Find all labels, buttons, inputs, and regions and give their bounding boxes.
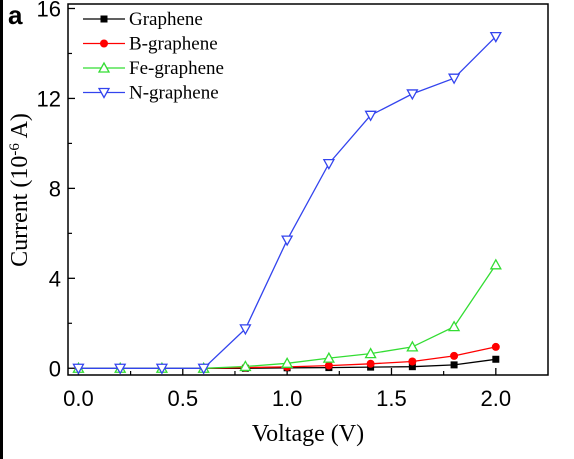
data-point-n-graphene <box>489 31 502 43</box>
data-point-fe-graphene <box>447 320 461 332</box>
legend-swatch-marker <box>97 61 111 73</box>
data-point-b-graphene <box>450 351 459 360</box>
data-point-n-graphene <box>197 363 210 375</box>
legend-label: Fe-graphene <box>129 58 224 79</box>
y-axis: 0 4 8 12 16 <box>37 0 75 381</box>
y-axis-title-unit: A) <box>7 113 33 143</box>
data-point-graphene <box>408 363 416 371</box>
legend-label: Graphene <box>129 9 203 30</box>
left-border <box>0 0 3 459</box>
x-tick-label: 0.0 <box>63 386 94 411</box>
data-point-n-graphene <box>239 324 252 336</box>
data-point-graphene <box>492 355 500 363</box>
data-point-fe-graphene <box>489 258 502 270</box>
data-point-n-graphene <box>281 235 294 247</box>
series-n-graphene <box>72 31 502 375</box>
legend-swatch-marker <box>97 87 111 99</box>
data-point-n-graphene <box>155 363 169 375</box>
legend: Graphene B-graphene Fe-graphene N-graphene <box>83 9 224 104</box>
series-line-fe-graphene <box>78 264 497 369</box>
series-fe-graphene <box>72 258 502 373</box>
legend-swatch-marker <box>100 15 108 23</box>
data-point-n-graphene <box>72 363 85 375</box>
y-tick-label: 0 <box>49 356 61 381</box>
legend-item-n-graphene: N-graphene <box>83 83 219 104</box>
legend-item-fe-graphene: Fe-graphene <box>83 58 224 79</box>
x-tick-label: 2.0 <box>481 386 512 411</box>
data-point-fe-graphene <box>406 340 419 352</box>
legend-label: N-graphene <box>129 83 219 104</box>
data-point-n-graphene <box>322 158 335 170</box>
data-point-n-graphene <box>114 363 127 375</box>
x-tick-label: 0.5 <box>167 386 198 411</box>
legend-swatch-marker <box>100 39 108 48</box>
data-point-b-graphene <box>324 361 333 370</box>
data-point-n-graphene <box>447 73 461 85</box>
data-point-n-graphene <box>406 89 419 101</box>
y-axis-title: Current (10-6 A) <box>7 113 33 267</box>
data-point-fe-graphene <box>239 360 252 372</box>
data-point-b-graphene <box>491 342 500 351</box>
legend-label: B-graphene <box>129 34 218 55</box>
plot-frame <box>67 3 549 376</box>
y-tick-label: 8 <box>49 176 61 201</box>
data-point-b-graphene <box>366 359 375 368</box>
y-axis-title-main: Current (10 <box>7 156 33 267</box>
panel-label: a <box>8 0 23 30</box>
x-axis: 0.0 0.5 1.0 1.5 2.0 <box>63 368 511 411</box>
data-point-fe-graphene <box>322 351 335 363</box>
data-point-n-graphene <box>364 110 377 122</box>
data-point-graphene <box>450 361 458 369</box>
legend-item-graphene: Graphene <box>83 9 203 30</box>
y-tick-label: 4 <box>49 266 61 291</box>
legend-item-b-graphene: B-graphene <box>83 34 218 55</box>
y-tick-label: 16 <box>37 0 61 21</box>
x-tick-label: 1.5 <box>376 386 407 411</box>
y-axis-title-superscript: -6 <box>7 143 23 156</box>
x-tick-label: 1.0 <box>272 386 303 411</box>
x-axis-title: Voltage (V) <box>252 421 364 447</box>
series-layer <box>72 31 502 375</box>
data-point-fe-graphene <box>364 347 377 359</box>
plot-area <box>67 3 549 376</box>
data-point-b-graphene <box>408 357 417 366</box>
data-point-fe-graphene <box>281 356 294 368</box>
y-tick-label: 12 <box>37 86 61 111</box>
